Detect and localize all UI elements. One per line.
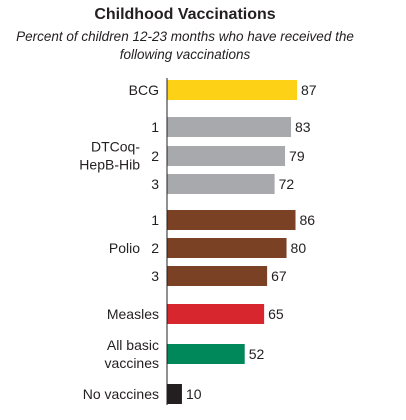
category-label-dtcoq-hepb-hib-line1: DTCoq- [91, 139, 140, 155]
value-label-no-vaccines: 10 [186, 386, 202, 402]
value-label-polio-2: 80 [291, 240, 307, 256]
category-label-polio: Polio [109, 240, 140, 256]
category-label-dtcoq-hepb-hib-line2: HepB-Hib [79, 157, 140, 173]
value-label-polio-3: 67 [271, 268, 287, 284]
dose-label-dtcoq-hepb-hib-1: 1 [151, 119, 159, 135]
bar-measles [167, 304, 265, 324]
chart-title: Childhood Vaccinations [94, 6, 276, 23]
category-label-no-vaccines: No vaccines [83, 386, 159, 402]
value-label-dtcoq-hepb-hib-2: 79 [289, 148, 305, 164]
bar-no-vaccines [167, 384, 182, 404]
dose-label-polio-1: 1 [151, 212, 159, 228]
chart-subtitle: Percent of children 12-23 months who hav… [16, 29, 354, 62]
bar-all-basic-vaccines [167, 344, 245, 364]
category-label-measles: Measles [107, 306, 159, 322]
bar-polio-3 [167, 266, 268, 286]
bar-polio-2 [167, 238, 287, 258]
bar-polio-1 [167, 210, 296, 230]
dose-label-polio-2: 2 [151, 240, 159, 256]
category-label-bcg: BCG [129, 82, 159, 98]
bar-dtcoq-hepb-hib-1 [167, 117, 292, 137]
value-label-bcg: 87 [301, 82, 317, 98]
dose-label-dtcoq-hepb-hib-2: 2 [151, 148, 159, 164]
category-label-all-basic-vaccines-line1: All basic [107, 337, 159, 353]
value-label-polio-1: 86 [300, 212, 316, 228]
bar-dtcoq-hepb-hib-3 [167, 174, 275, 194]
bar-bcg [167, 80, 297, 100]
category-label-all-basic-vaccines-line2: vaccines [105, 355, 159, 371]
value-label-dtcoq-hepb-hib-1: 83 [295, 119, 311, 135]
dose-label-polio-3: 3 [151, 268, 159, 284]
value-label-measles: 65 [268, 306, 284, 322]
value-label-dtcoq-hepb-hib-3: 72 [279, 176, 295, 192]
bar-dtcoq-hepb-hib-2 [167, 146, 286, 166]
dose-label-dtcoq-hepb-hib-3: 3 [151, 176, 159, 192]
value-label-all-basic-vaccines: 52 [249, 346, 265, 362]
